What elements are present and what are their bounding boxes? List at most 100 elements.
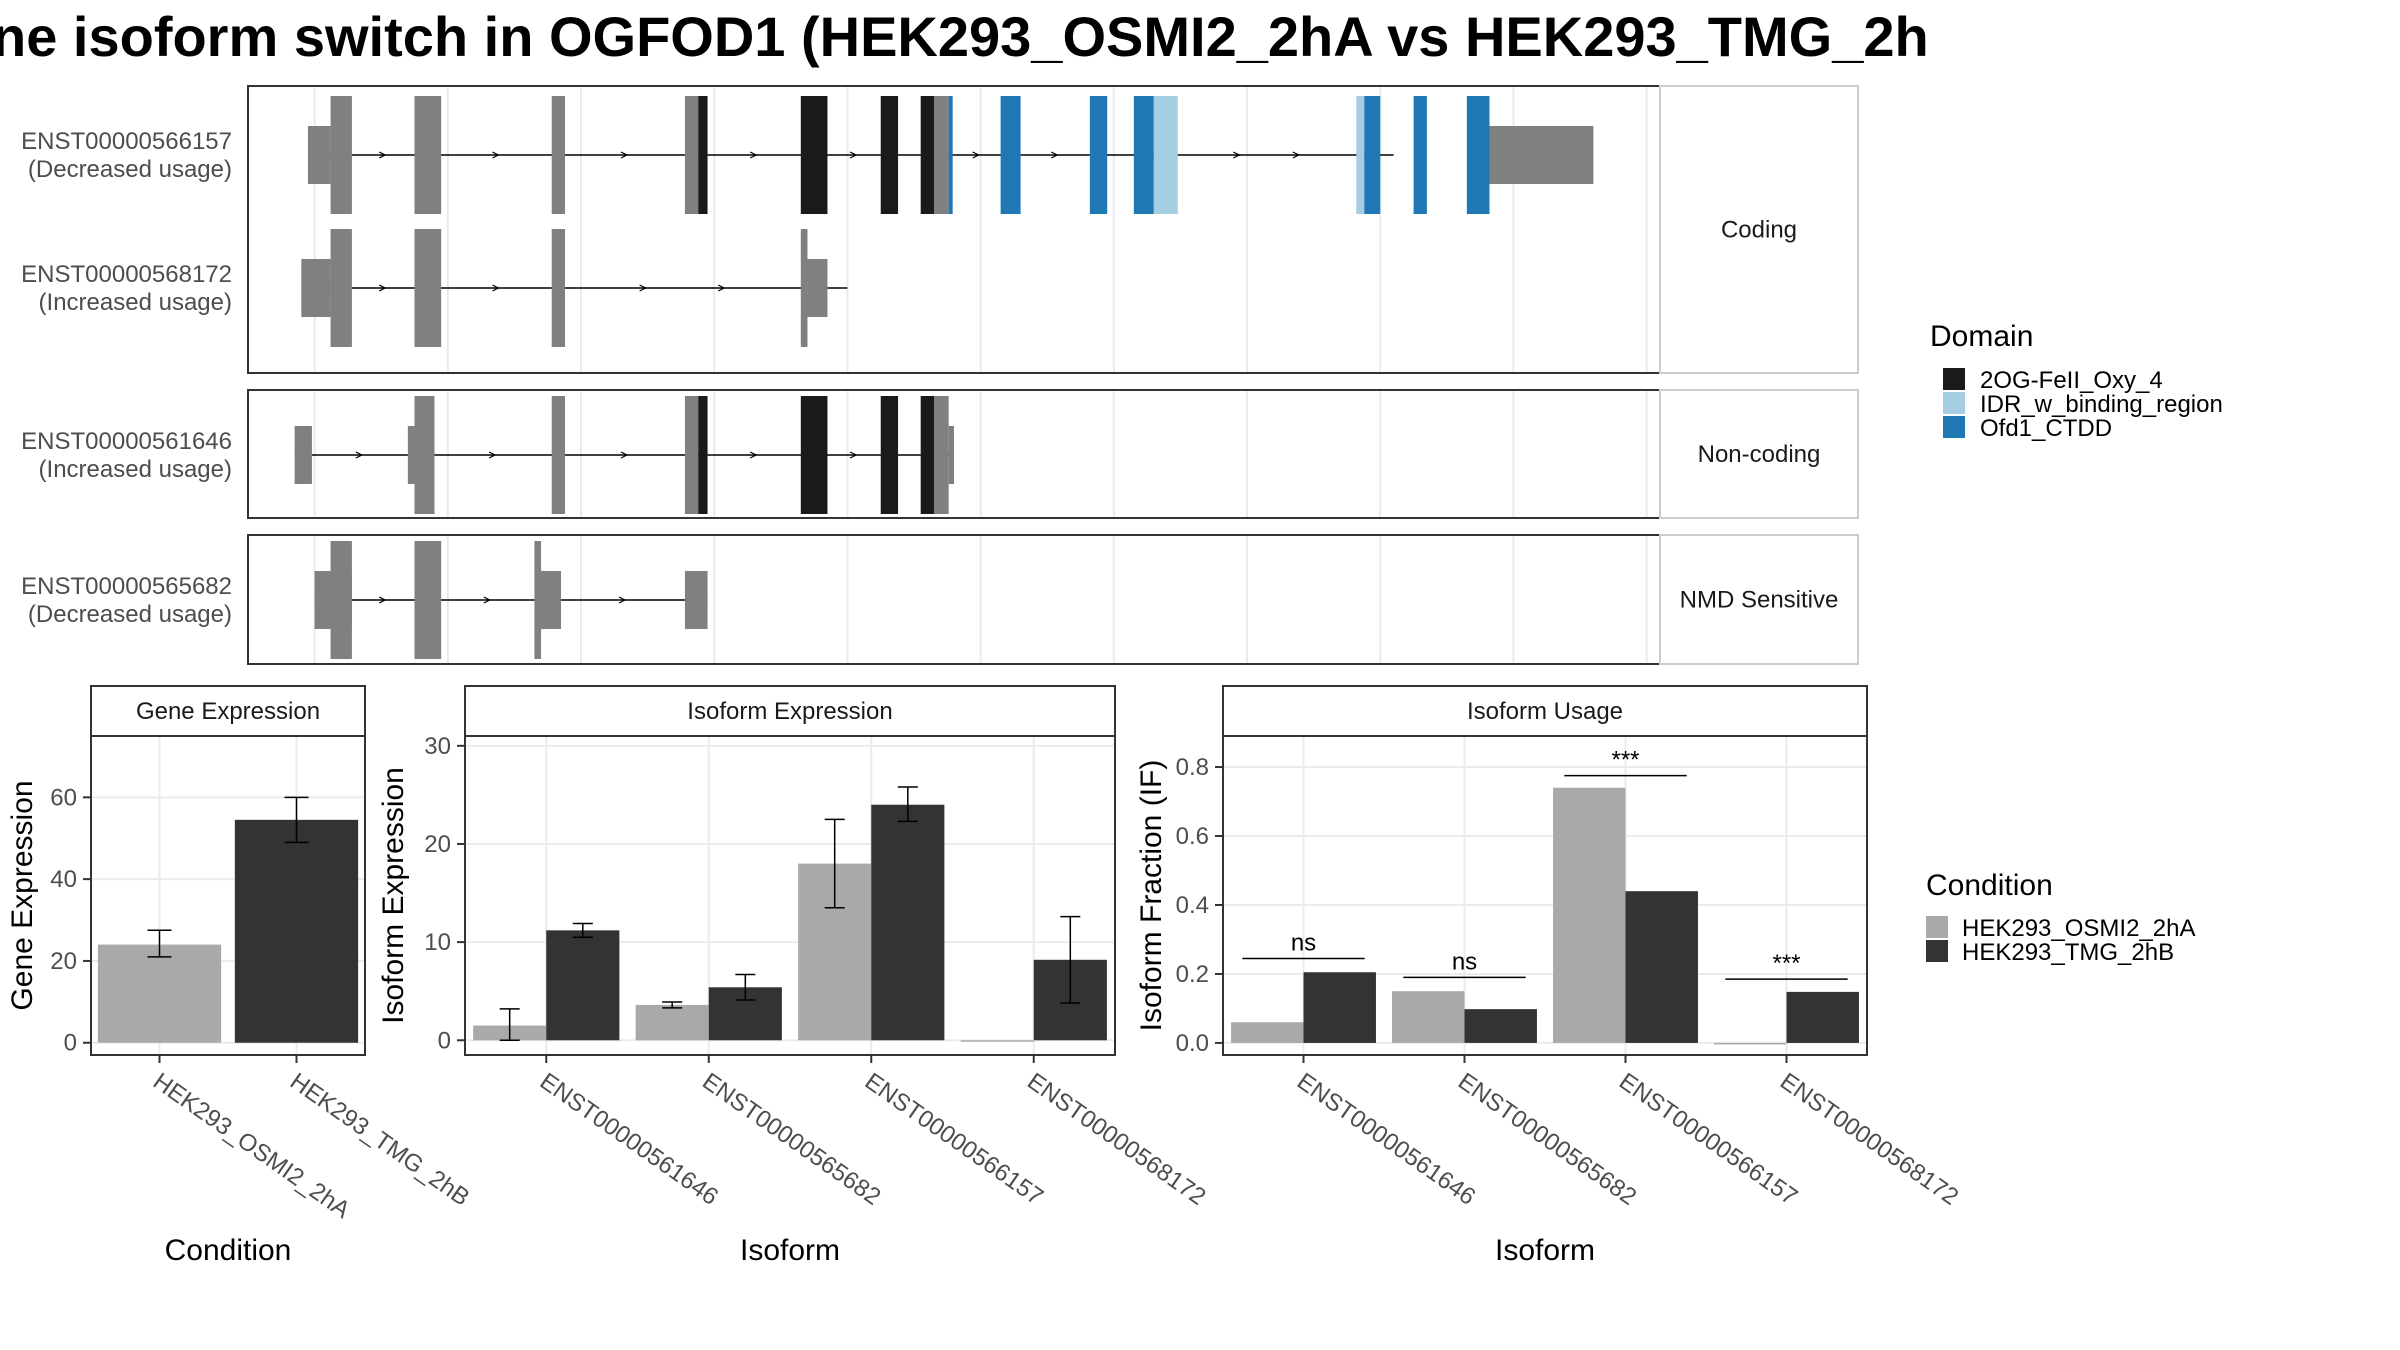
transcript-id: ENST00000566157: [21, 128, 232, 155]
intron-arrow: [1233, 151, 1241, 159]
bar: [1625, 891, 1698, 1043]
domain-exon: [948, 96, 953, 214]
coding-exon: [800, 229, 808, 347]
y-tick-label: 0.4: [1176, 892, 1209, 919]
domain-exon: [1000, 96, 1021, 214]
x-axis-title: Isoform: [1495, 1234, 1595, 1267]
intron-arrow: [849, 451, 858, 459]
bar: [1464, 1009, 1537, 1043]
intron-arrow: [378, 284, 387, 292]
bar: [871, 804, 945, 1041]
x-axis-title: Condition: [165, 1234, 292, 1267]
y-tick-label: 0.8: [1176, 754, 1209, 781]
x-tick-label: ENST00000561646: [535, 1068, 723, 1211]
domain-exon: [1413, 96, 1427, 214]
legend-swatch: [1926, 940, 1948, 962]
coding-exon: [684, 96, 699, 214]
coding-exon: [330, 96, 352, 214]
panel-title: Gene Expression: [136, 698, 320, 725]
transcript-track: ENST00000568172(Increased usage): [21, 229, 848, 347]
facet-strip: [1659, 534, 1859, 665]
coding-exon: [934, 96, 949, 214]
panel-strip: [90, 685, 366, 737]
utr-exon: [948, 426, 954, 484]
intron-arrow: [378, 596, 387, 604]
bar: [1231, 1022, 1304, 1043]
y-tick-label: 30: [424, 733, 451, 760]
facet-strip: [1659, 85, 1859, 374]
bar: [1714, 1042, 1787, 1045]
domain-legend: Domain 2OG-FeII_Oxy_4IDR_w_binding_region…: [1930, 320, 2223, 442]
bar-panel: 0 10 20 30 Isoform Expression ENST00000561646…: [377, 685, 1211, 1267]
y-tick-label: 60: [50, 784, 77, 811]
coding-exon: [414, 396, 435, 514]
legend-swatch: [1943, 416, 1965, 438]
y-axis-title: Isoform Expression: [377, 767, 410, 1024]
intron-arrow: [618, 596, 627, 604]
figure-title: ne isoform switch in OGFOD1 (HEK293_OSMI…: [0, 5, 1929, 68]
transcript-usage: (Decreased usage): [28, 601, 232, 628]
coding-exon: [551, 396, 566, 514]
domain-exon: [920, 396, 935, 514]
y-tick-label: 0.2: [1176, 961, 1209, 988]
panel-strip: [1222, 685, 1868, 737]
utr-exon: [294, 426, 312, 484]
intron-arrow: [1050, 151, 1059, 159]
legend-swatch: [1926, 916, 1948, 938]
x-axis-title: Isoform: [740, 1234, 840, 1267]
legend-swatch: [1943, 392, 1965, 414]
legend-label: IDR_w_binding_region: [1980, 391, 2223, 418]
legend-swatch: [1943, 368, 1965, 390]
bar: [1392, 991, 1465, 1043]
utr-exon: [684, 571, 708, 629]
structure-facet-frame: [247, 85, 1661, 374]
intron-arrow: [483, 596, 492, 604]
coding-exon: [414, 541, 442, 659]
y-tick-label: 20: [424, 831, 451, 858]
domain-exon: [698, 96, 708, 214]
x-tick-label: ENST00000565682: [1453, 1068, 1641, 1211]
x-tick-label: ENST00000566157: [1614, 1068, 1802, 1211]
panel-title: Isoform Expression: [687, 698, 892, 725]
intron-arrow: [488, 451, 497, 459]
domain-exon: [800, 396, 828, 514]
utr-exon: [807, 259, 828, 317]
transcript-usage: (Increased usage): [39, 289, 232, 316]
domain-exon: [1364, 96, 1381, 214]
coding-exon: [934, 396, 949, 514]
coding-exon: [330, 541, 352, 659]
x-tick-label: ENST00000568172: [1022, 1068, 1210, 1211]
bar: [1303, 972, 1376, 1043]
x-tick-label: ENST00000568172: [1775, 1068, 1963, 1211]
domain-exon: [1153, 96, 1178, 214]
y-tick-label: 0.0: [1176, 1030, 1209, 1057]
transcript-track: ENST00000566157(Decreased usage): [21, 96, 1594, 214]
legend-title: Condition: [1926, 869, 2053, 902]
y-tick-label: 20: [50, 948, 77, 975]
x-tick-label: ENST00000561646: [1292, 1068, 1480, 1211]
domain-exon: [800, 96, 828, 214]
intron-arrow: [1292, 151, 1301, 159]
x-tick-label: ENST00000566157: [860, 1068, 1048, 1211]
domain-exon: [1356, 96, 1365, 214]
y-tick-label: 10: [424, 929, 451, 956]
domain-exon: [1133, 96, 1154, 214]
facet-strip-label: Coding: [1721, 217, 1797, 244]
intron-arrow: [492, 151, 500, 159]
bar: [1786, 991, 1859, 1043]
significance-label: ns: [1452, 948, 1477, 975]
significance-label: ***: [1772, 950, 1800, 977]
intron-arrow: [749, 151, 758, 159]
utr-exon: [307, 126, 331, 184]
legend-title: Domain: [1930, 320, 2033, 353]
intron-arrow: [749, 451, 758, 459]
utr-exon: [407, 426, 415, 484]
domain-exon: [1089, 96, 1108, 214]
intron-arrow: [492, 284, 500, 292]
utr-exon: [541, 571, 562, 629]
intron-arrow: [355, 451, 364, 459]
utr-exon: [301, 259, 331, 317]
